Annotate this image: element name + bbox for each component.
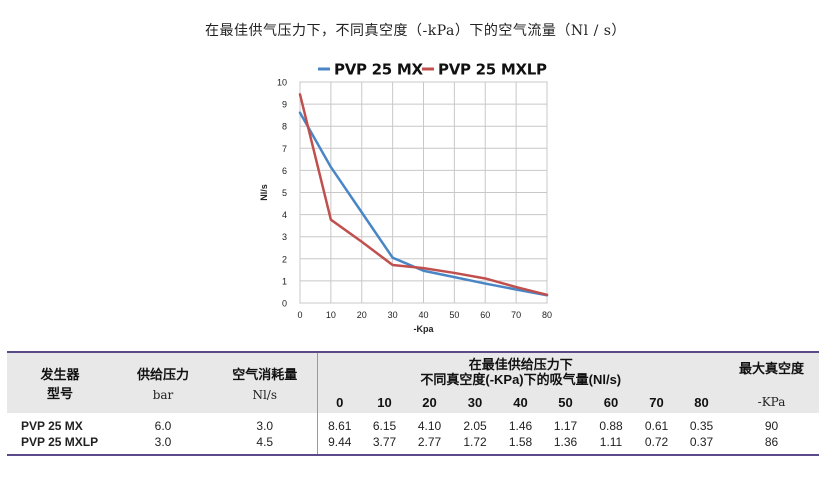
chart-title: 在最佳供气压力下，不同真空度（-kPa）下的空气流量（Nl / s） — [205, 23, 626, 39]
y-tick-label: 4 — [282, 210, 287, 220]
pressure-cell: 6.0 — [154, 419, 172, 433]
flow-chart: 0 1 2 3 4 5 6 7 8 9 10 0 10 20 30 40 50 60 70 80 -Kpa Nl/s PVP… — [259, 61, 552, 335]
vacuum-col-header: 70 — [649, 394, 664, 410]
series-line — [298, 93, 549, 297]
vacuum-col-header: 60 — [603, 394, 619, 410]
pressure-cell: 3.0 — [154, 434, 172, 449]
vacuum-col-header: 10 — [377, 394, 392, 410]
flow-cell: 9.44 — [316, 433, 362, 455]
spec-table: 发生器 型号 供给压力 bar 空气消耗量 Nl/s 在最佳供给压力下 不同真空… — [7, 351, 819, 456]
header-consumption: 空气消耗量 Nl/s — [213, 352, 317, 413]
flow-cell: 8.61 — [316, 413, 362, 433]
header-pressure: 供给压力 bar — [113, 352, 213, 413]
series-line — [298, 111, 549, 297]
flow-cell: 2.05 — [463, 419, 487, 433]
flow-cell: 6.15 — [372, 419, 397, 433]
y-tick-label: 3 — [282, 232, 287, 242]
header-pressure-unit: bar — [152, 388, 174, 402]
vacuum-col-header: 30 — [467, 394, 483, 410]
y-tick-label: 2 — [282, 254, 287, 264]
header-generator: 发生器 型号 — [7, 352, 113, 413]
y-axis-label: Nl/s — [259, 184, 269, 201]
flow-cell: 2.77 — [417, 434, 442, 449]
y-tick-label: 5 — [282, 188, 287, 198]
y-tick-label: 9 — [282, 100, 287, 110]
flow-cell: 0.37 — [689, 434, 714, 449]
header-max-vacuum-unit: -KPa — [757, 395, 786, 409]
x-tick-label: 10 — [326, 310, 336, 320]
flow-cell: 1.36 — [553, 434, 578, 449]
legend-label: PVP 25 MX — [334, 61, 423, 79]
header-pressure-label: 供给压力 — [136, 367, 189, 382]
header-flow: 在最佳供给压力下 不同真空度(-KPa)下的吸气量(Nl/s) — [316, 352, 724, 391]
flow-cell: 1.11 — [599, 434, 623, 449]
x-tick-label: 50 — [449, 310, 459, 320]
flow-cell: 1.46 — [508, 419, 533, 433]
legend-label: PVP 25 MXLP — [438, 61, 547, 79]
flow-cell: 0.35 — [689, 419, 714, 433]
header-generator-line2: 型号 — [46, 386, 73, 401]
vacuum-col-header: 0 — [316, 391, 362, 413]
consumption-cell: 3.0 — [256, 419, 274, 433]
x-tick-label: 60 — [480, 310, 490, 320]
x-tick-label: 20 — [357, 310, 367, 320]
y-tick-label: 7 — [282, 144, 287, 154]
header-max-vacuum: 最大真空度 — [738, 361, 804, 376]
y-tick-label: 1 — [282, 276, 287, 286]
table-row: PVP 25 MXLP 3.0 4.5 9.44 3.77 2.77 1.72 … — [7, 433, 819, 455]
x-axis-label: -Kpa — [414, 324, 435, 334]
max-vacuum-cell: 86 — [764, 434, 779, 449]
model-cell: PVP 25 MX — [21, 419, 83, 433]
model-cell: PVP 25 MXLP — [21, 434, 99, 449]
flow-cell: 1.72 — [463, 434, 487, 449]
header-flow-line2: 不同真空度(-KPa)下的吸气量(Nl/s) — [420, 372, 622, 387]
x-tick-label: 80 — [542, 310, 552, 320]
consumption-cell: 4.5 — [256, 434, 274, 449]
header-consumption-label: 空气消耗量 — [232, 367, 298, 382]
x-tick-label: 0 — [297, 310, 302, 320]
flow-cell: 1.58 — [508, 434, 533, 449]
flow-cell: 0.61 — [644, 419, 669, 433]
flow-cell: 3.77 — [372, 434, 397, 449]
flow-cell: 1.17 — [553, 419, 578, 433]
y-tick-label: 10 — [277, 78, 287, 88]
table-row: PVP 25 MX 6.0 3.0 8.61 6.15 4.10 2.05 1.… — [7, 413, 819, 433]
vacuum-col-header: 20 — [422, 394, 437, 410]
vacuum-col-header: 40 — [513, 394, 528, 410]
header-flow-line1: 在最佳供给压力下 — [468, 357, 573, 372]
header-consumption-unit: Nl/s — [252, 388, 278, 402]
vacuum-col-header: 50 — [558, 394, 573, 410]
max-vacuum-cell: 90 — [764, 419, 779, 433]
x-tick-label: 30 — [388, 310, 398, 320]
y-tick-label: 8 — [282, 122, 287, 132]
flow-cell: 4.10 — [417, 419, 442, 433]
flow-cell: 0.72 — [644, 434, 669, 449]
vacuum-col-header: 80 — [694, 394, 709, 410]
header-generator-line1: 发生器 — [40, 367, 80, 382]
x-tick-label: 40 — [418, 310, 428, 320]
y-tick-label: 0 — [282, 299, 287, 309]
x-tick-label: 70 — [511, 310, 521, 320]
y-tick-label: 6 — [282, 166, 287, 176]
flow-cell: 0.88 — [599, 419, 623, 433]
